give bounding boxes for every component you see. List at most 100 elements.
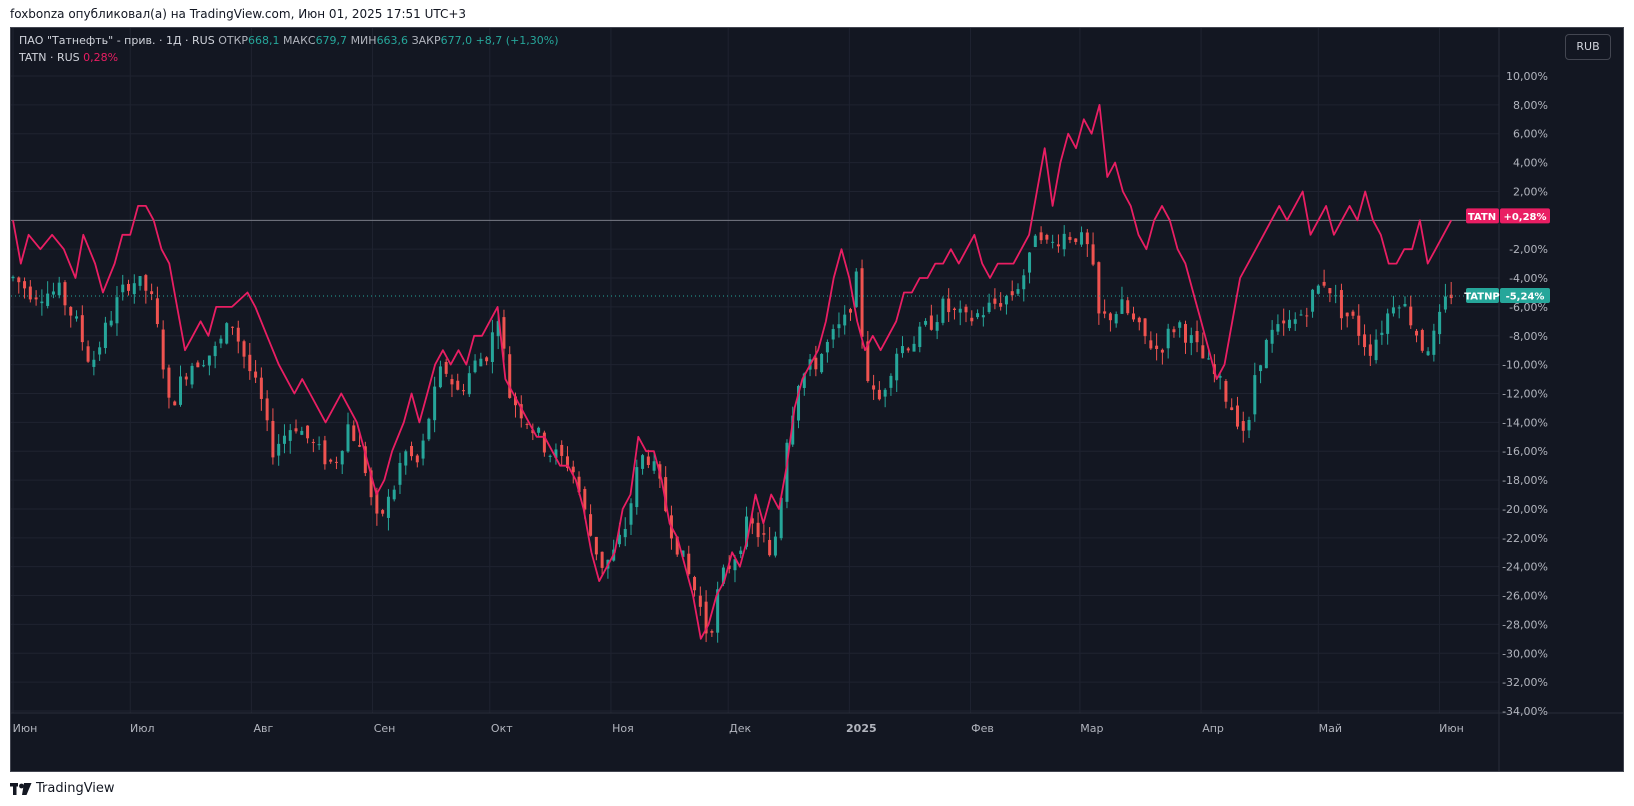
candle-body [1230, 407, 1234, 411]
candle-body [577, 476, 581, 493]
candle-body [779, 497, 783, 539]
candle-body [167, 367, 171, 398]
candle-body [467, 373, 471, 395]
candle-body [1091, 244, 1095, 265]
candle-body [1103, 311, 1107, 314]
candle-body [1045, 235, 1049, 240]
candle-body [1386, 313, 1390, 334]
candle-body [375, 492, 379, 514]
candle-body [1022, 275, 1026, 290]
candle-body [23, 281, 27, 289]
candle-body [230, 326, 234, 328]
candle-body [565, 456, 569, 468]
low-label: МИН [350, 34, 377, 47]
candle-body [438, 366, 442, 388]
candle-body [1056, 244, 1060, 247]
candle-body [554, 449, 558, 458]
candle-body [623, 528, 627, 538]
publish-header: foxbonza опубликовал(а) на TradingView.c… [10, 7, 467, 21]
open-label: ОТКР [218, 34, 249, 47]
candle-body [935, 322, 939, 331]
candle-body [98, 347, 102, 355]
candle-body [854, 271, 858, 308]
candle-body [1004, 296, 1008, 305]
candle-body [184, 376, 188, 380]
candle-body [617, 534, 621, 545]
close-label: ЗАКР [411, 34, 441, 47]
chart-panel[interactable]: 10,00% 8,00% 6,00% 4,00% 2,00% -2,00% -4,00% -6… [10, 27, 1624, 772]
candle-body [802, 373, 806, 388]
candle-body [877, 389, 881, 400]
candle-body [1201, 345, 1205, 359]
candle-body [889, 375, 893, 388]
candle-body [1160, 349, 1164, 353]
main-symbol-title: ПАО "Татнефть" - прив. · 1Д · RUS [19, 34, 215, 47]
compare-symbol-legend[interactable]: TATN · RUS 0,28% [19, 51, 118, 64]
candle-body [941, 298, 945, 323]
candle-body [1085, 232, 1089, 245]
candle-body [219, 338, 223, 344]
candle-body [456, 380, 460, 390]
candle-body [548, 455, 552, 457]
candle-body [103, 322, 107, 349]
candle-body [92, 359, 96, 367]
chart-svg[interactable]: 10,00% 8,00% 6,00% 4,00% 2,00% -2,00% -4,00% -6… [11, 28, 1623, 771]
candle-body [866, 341, 870, 381]
candle-body [929, 315, 933, 330]
candle-body [485, 357, 489, 362]
candle-body [1426, 351, 1430, 356]
tradingview-logo[interactable]: TradingView [10, 781, 115, 796]
candle-body [1259, 365, 1263, 372]
candle-body [733, 559, 737, 571]
candle-body [155, 298, 159, 325]
candle-body [912, 343, 916, 352]
candle-body [173, 401, 177, 406]
main-symbol-legend[interactable]: ПАО "Татнефть" - прив. · 1Д · RUS ОТКР66… [19, 34, 559, 47]
candle-body [502, 317, 506, 349]
candle-body [1132, 313, 1136, 320]
series-badge-value [1500, 208, 1550, 224]
candle-body [1420, 330, 1424, 351]
y-tick-label: -32,00% [1502, 676, 1548, 689]
candle-body [952, 308, 956, 310]
candle-body [825, 341, 829, 353]
candle-body [594, 536, 598, 555]
candle-body [768, 539, 772, 556]
candle-body [473, 360, 477, 373]
candle-body [537, 427, 541, 433]
candle-body [34, 297, 38, 300]
candle-body [1120, 299, 1124, 314]
y-tick-label: -30,00% [1502, 647, 1548, 660]
x-tick-label: Мар [1080, 722, 1103, 735]
candle-body [1137, 317, 1141, 323]
y-tick-label: 4,00% [1513, 157, 1548, 170]
candle-body [358, 445, 362, 447]
currency-button[interactable]: RUB [1565, 34, 1611, 60]
candle-body [716, 589, 720, 633]
candle-body [1207, 358, 1211, 360]
candle-body [1276, 324, 1280, 332]
candle-body [132, 283, 136, 295]
candle-body [1033, 235, 1037, 247]
high-value: 679,7 [315, 34, 348, 47]
candle-body [433, 386, 437, 421]
candle-body [698, 595, 702, 607]
candle-body [1114, 314, 1118, 324]
candle-body [86, 346, 90, 362]
candle-body [1391, 307, 1395, 314]
series-badge-value-text: +0,28% [1503, 212, 1546, 223]
candle-body [1339, 290, 1343, 319]
y-tick-label: 6,00% [1513, 128, 1548, 141]
candle-body [1183, 324, 1187, 343]
candle-body [1149, 340, 1153, 349]
candle-body [109, 320, 113, 326]
candle-body [525, 423, 529, 425]
candle-body [895, 353, 899, 381]
candle-body [51, 291, 55, 295]
candle-body [762, 533, 766, 535]
candle-body [1097, 262, 1101, 314]
candle-body [1305, 315, 1309, 317]
candle-body [1241, 421, 1245, 431]
candle-body [860, 268, 864, 337]
candle-body [1126, 300, 1130, 314]
